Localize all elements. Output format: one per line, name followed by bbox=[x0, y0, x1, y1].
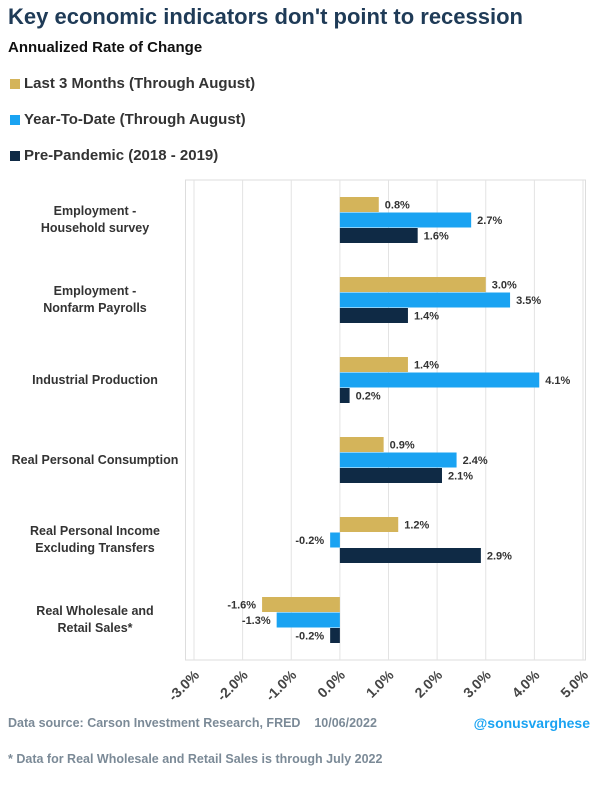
x-tick-label: 0.0% bbox=[314, 666, 348, 700]
value-label: 1.6% bbox=[424, 231, 449, 243]
legend-swatch bbox=[10, 151, 20, 161]
legend-label: Last 3 Months (Through August) bbox=[24, 75, 256, 92]
value-label: -0.2% bbox=[295, 535, 324, 547]
value-label: -1.6% bbox=[227, 600, 256, 612]
bar bbox=[339, 292, 511, 308]
value-label: 3.0% bbox=[492, 280, 517, 292]
value-label: 0.9% bbox=[390, 440, 415, 452]
category-label: Employment - Household survey bbox=[40, 204, 150, 235]
bar bbox=[339, 228, 418, 243]
x-tick-label: 3.0% bbox=[460, 666, 494, 700]
bar bbox=[339, 197, 379, 212]
chart-subtitle: Annualized Rate of Change bbox=[8, 39, 203, 56]
value-label: -0.2% bbox=[295, 631, 324, 643]
legend-label: Year-To-Date (Through August) bbox=[24, 111, 246, 128]
value-label: 0.2% bbox=[356, 391, 381, 403]
legend-label: Pre-Pandemic (2018 - 2019) bbox=[24, 147, 219, 164]
value-label: 2.7% bbox=[477, 215, 502, 227]
bar bbox=[330, 532, 340, 548]
bar bbox=[339, 468, 442, 483]
x-tick-label: 5.0% bbox=[557, 666, 591, 700]
value-label: 0.8% bbox=[385, 200, 410, 212]
category-label: Employment - Nonfarm Payrolls bbox=[43, 284, 147, 315]
bar bbox=[276, 612, 340, 628]
credit: @sonusvarghese bbox=[473, 715, 590, 731]
category-label: Real Wholesale and Retail Sales* bbox=[36, 604, 154, 635]
bar bbox=[339, 388, 350, 403]
x-tick-label: -1.0% bbox=[262, 666, 300, 704]
x-tick-label: 4.0% bbox=[509, 666, 543, 700]
legend-swatch bbox=[10, 79, 20, 89]
value-label: 2.4% bbox=[463, 455, 488, 467]
value-label: 1.4% bbox=[414, 360, 439, 372]
legend-swatch bbox=[10, 115, 20, 125]
bar bbox=[339, 517, 399, 532]
category-label: Real Personal Consumption bbox=[11, 452, 179, 467]
value-label: 1.2% bbox=[404, 520, 429, 532]
category-label: Industrial Production bbox=[32, 372, 158, 387]
bar bbox=[330, 628, 340, 643]
footnote: * Data for Real Wholesale and Retail Sal… bbox=[8, 752, 383, 766]
source: Data source: Carson Investment Research,… bbox=[8, 716, 377, 730]
bar bbox=[339, 277, 486, 292]
category-label: Real Personal Income Excluding Transfers bbox=[30, 524, 160, 555]
bar bbox=[339, 548, 481, 563]
bar bbox=[339, 372, 540, 388]
value-label: -1.3% bbox=[242, 615, 271, 627]
plot-border bbox=[185, 179, 586, 661]
x-tick-label: 2.0% bbox=[411, 666, 445, 700]
x-tick-label: -2.0% bbox=[214, 666, 252, 704]
bar bbox=[339, 357, 408, 372]
chart-title: Key economic indicators don't point to r… bbox=[8, 4, 523, 29]
bar bbox=[339, 212, 472, 228]
bar bbox=[339, 308, 408, 323]
value-label: 1.4% bbox=[414, 311, 439, 323]
value-label: 4.1% bbox=[545, 375, 570, 387]
bar bbox=[262, 597, 340, 612]
value-label: 3.5% bbox=[516, 295, 541, 307]
value-label: 2.9% bbox=[487, 551, 512, 563]
bar bbox=[339, 452, 457, 468]
value-label: 2.1% bbox=[448, 471, 473, 483]
x-tick-label: 1.0% bbox=[363, 666, 397, 700]
bar bbox=[339, 437, 384, 452]
x-tick-label: -3.0% bbox=[165, 666, 203, 704]
